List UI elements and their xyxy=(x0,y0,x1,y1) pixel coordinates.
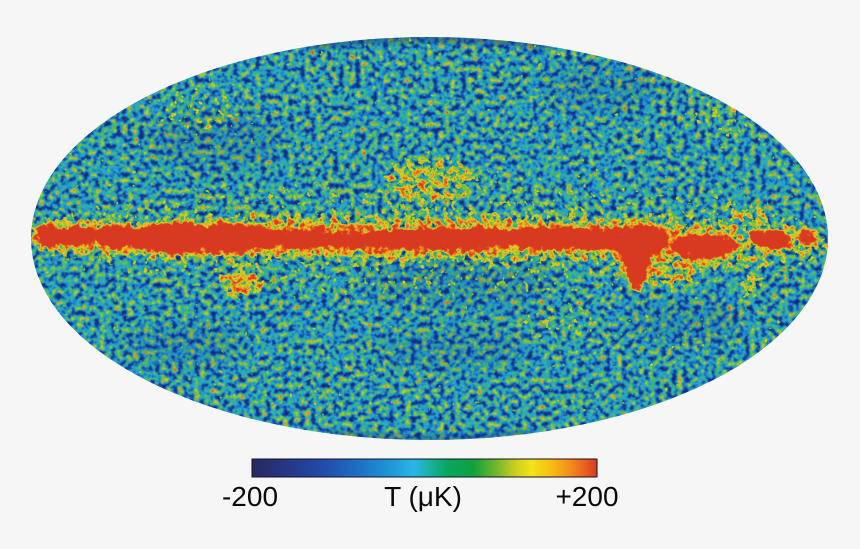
svg-text:-200: -200 xyxy=(222,481,278,512)
svg-text:T (μK): T (μK) xyxy=(384,481,462,512)
svg-text:+200: +200 xyxy=(555,481,618,512)
